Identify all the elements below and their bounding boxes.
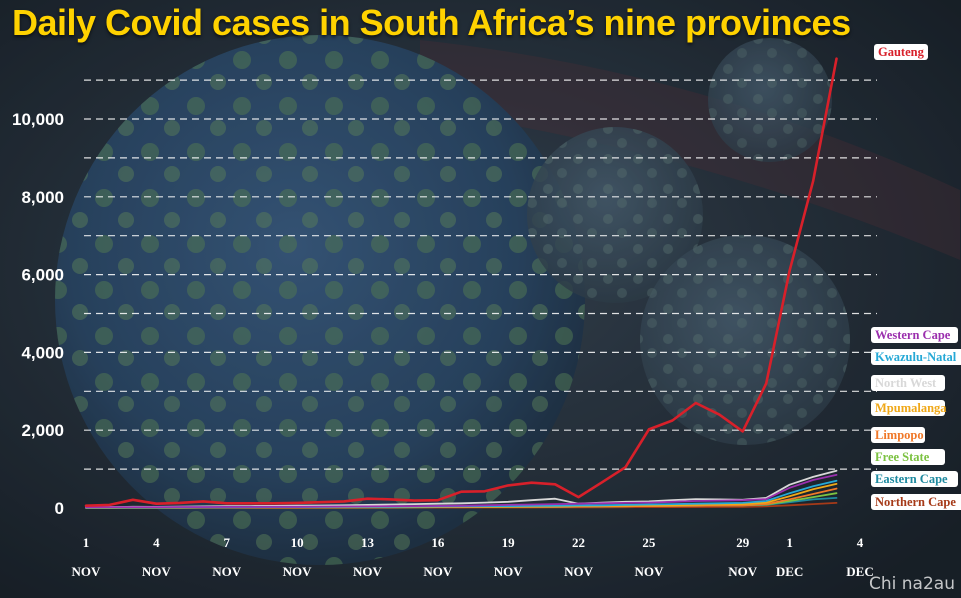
y-tick-label-2000: 2,000: [21, 421, 64, 440]
y-tick-label-4000: 4,000: [21, 343, 64, 362]
x-tick-month-1-nov: NOV: [72, 564, 102, 579]
x-tick-day-25-nov: 25: [642, 535, 656, 550]
series-line-gauteng: [84, 57, 838, 508]
series-lines: [84, 57, 838, 509]
x-tick-month-4-nov: NOV: [142, 564, 172, 579]
x-tick-month-4-dec: DEC: [846, 564, 873, 579]
x-tick-month-25-nov: NOV: [634, 564, 664, 579]
x-tick-month-19-nov: NOV: [494, 564, 524, 579]
x-tick-day-10-nov: 10: [291, 535, 304, 550]
y-axis-tick-labels: 0 2,000 4,000 6,000 8,000 10,000: [12, 110, 64, 518]
legend-box-mpumalanga: [871, 400, 945, 416]
legend: Gauteng Western Cape Kwazulu-Natal North We…: [871, 44, 961, 510]
x-tick-month-10-nov: NOV: [283, 564, 313, 579]
watermark: Chi na2au: [869, 574, 955, 594]
y-tick-label-0: 0: [55, 499, 64, 518]
legend-box-free-state: [871, 449, 945, 465]
legend-label-gauteng: Gauteng: [878, 45, 925, 59]
legend-box-northern-cape: [871, 494, 961, 510]
gridlines: [84, 79, 877, 470]
x-tick-day-16-nov: 16: [431, 535, 445, 550]
y-tick-label-6000: 6,000: [21, 266, 64, 285]
legend-label-limpopo: Limpopo: [875, 428, 924, 442]
x-tick-day-1-dec: 1: [786, 535, 793, 550]
x-tick-month-29-nov: NOV: [728, 564, 758, 579]
legend-label-free-state: Free State: [875, 450, 930, 464]
legend-label-northern-cape: Northern Cape: [875, 495, 956, 509]
x-axis-tick-labels: 1 NOV 4 NOV 7 NOV 10 NOV 13 NOV 16 NOV 19 NOV 22 NOV 25 N…: [72, 535, 874, 579]
x-tick-month-13-nov: NOV: [353, 564, 383, 579]
legend-box-kwazulu-natal: [871, 349, 961, 365]
x-tick-month-22-nov: NOV: [564, 564, 594, 579]
y-tick-label-8000: 8,000: [21, 188, 64, 207]
legend-label-eastern-cape: Eastern Cape: [875, 472, 948, 486]
x-tick-month-7-nov: NOV: [212, 564, 242, 579]
legend-box-limpopo: [871, 427, 925, 443]
legend-box-gauteng: [874, 44, 928, 60]
x-tick-day-1-nov: 1: [83, 535, 90, 550]
x-tick-day-13-nov: 13: [361, 535, 375, 550]
legend-label-western-cape: Western Cape: [875, 328, 951, 342]
series-line-western-cape: [85, 473, 838, 509]
x-tick-day-19-nov: 19: [502, 535, 516, 550]
x-tick-day-7-nov: 7: [223, 535, 230, 550]
chart-title: Daily Covid cases in South Africa’s nine…: [12, 2, 851, 43]
x-tick-day-22-nov: 22: [572, 535, 585, 550]
x-tick-day-4-dec: 4: [857, 535, 864, 550]
x-tick-day-29-nov: 29: [736, 535, 750, 550]
legend-box-western-cape: [871, 327, 958, 343]
legend-label-north-west: North West: [875, 376, 937, 390]
y-tick-label-10000: 10,000: [12, 110, 64, 129]
legend-label-kwazulu-natal: Kwazulu-Natal: [875, 350, 957, 364]
legend-box-eastern-cape: [871, 471, 958, 487]
x-tick-month-1-dec: DEC: [776, 564, 803, 579]
legend-label-mpumalanga: Mpumalanga: [875, 401, 947, 415]
legend-box-north-west: [871, 375, 945, 391]
x-tick-day-4-nov: 4: [153, 535, 160, 550]
x-tick-month-16-nov: NOV: [423, 564, 453, 579]
